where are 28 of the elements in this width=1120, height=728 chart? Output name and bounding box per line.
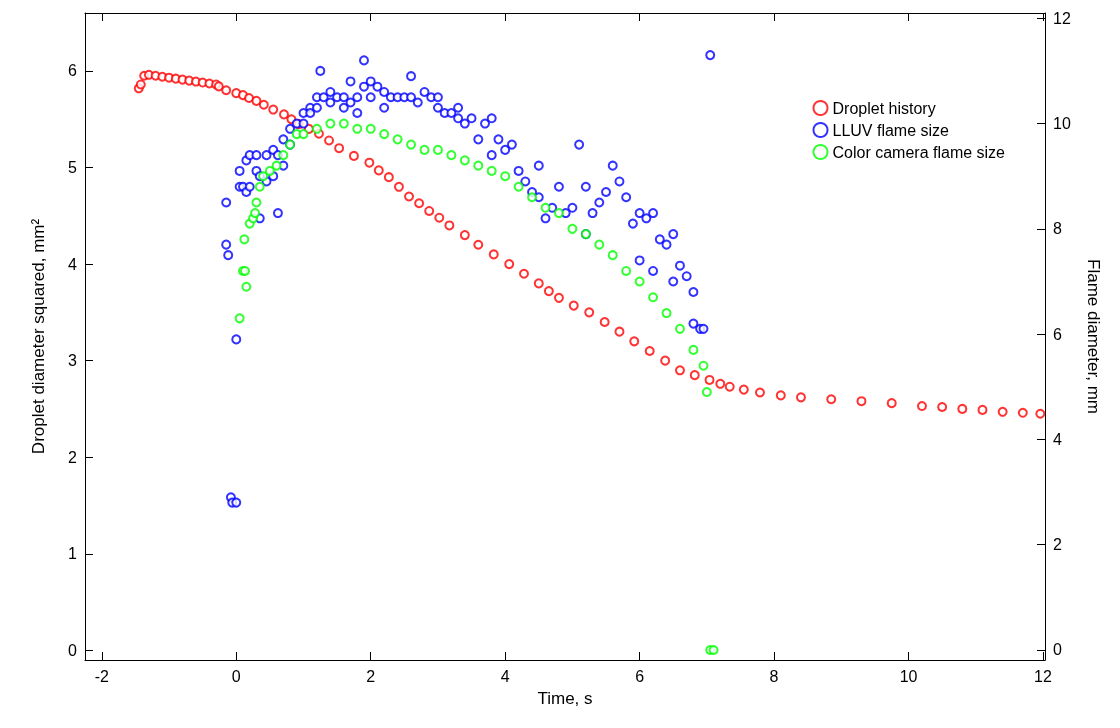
y2-tick-label: 12 [1053, 9, 1071, 27]
legend-label: Color camera flame size [832, 143, 1006, 161]
y-tick-label: 2 [68, 448, 78, 466]
y2-tick-label: 4 [1053, 430, 1062, 448]
y2-tick-label: 2 [1053, 536, 1062, 554]
y2-tick-label: 6 [1053, 325, 1062, 343]
y2-tick-label: 8 [1053, 220, 1062, 238]
y2-tick-label: 0 [1053, 641, 1062, 659]
x-tick-label: 4 [500, 667, 510, 685]
y-tick-label: 4 [68, 255, 78, 273]
y2-tick-label: 10 [1053, 115, 1071, 133]
x-axis-title: Time, s [537, 689, 593, 708]
y-tick-label: 6 [68, 62, 78, 80]
x-tick-label: 2 [366, 667, 376, 685]
x-tick-label: -2 [94, 667, 110, 685]
y-axis-title: Droplet diameter squared, mm² [29, 218, 48, 455]
x-tick-label: 10 [899, 667, 918, 685]
y-tick-label: 1 [68, 545, 78, 563]
legend-label: Droplet history [832, 99, 936, 117]
y-tick-label: 0 [68, 641, 78, 659]
y2-axis-title: Flame diameter, mm [1084, 259, 1103, 414]
y-tick-label: 5 [68, 159, 78, 177]
y-tick-label: 3 [68, 352, 78, 370]
x-tick-label: 12 [1034, 667, 1052, 685]
x-tick-label: 8 [769, 667, 779, 685]
x-tick-label: 6 [635, 667, 645, 685]
x-tick-label: 0 [231, 667, 241, 685]
legend-label: LLUV flame size [832, 121, 950, 139]
